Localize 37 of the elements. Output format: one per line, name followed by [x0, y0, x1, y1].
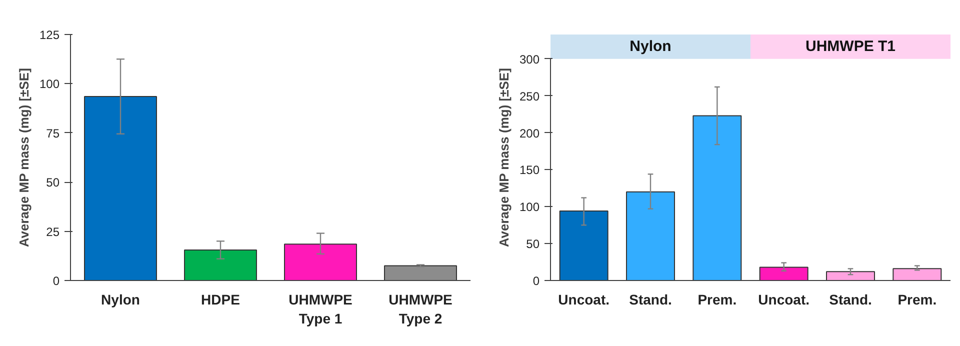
- x-tick-label: Nylon: [101, 292, 140, 308]
- x-tick-label: Stand.: [629, 292, 672, 308]
- y-tick-label: 200: [519, 126, 540, 140]
- y-tick-label: 25: [46, 224, 60, 239]
- x-tick-label: Uncoat.: [758, 292, 810, 308]
- x-tick-label: Stand.: [829, 292, 872, 308]
- text: UHMWPE T1: [806, 38, 896, 56]
- bar: [384, 265, 457, 280]
- y-tick-label: 300: [519, 52, 540, 66]
- bar: [84, 96, 157, 280]
- y-axis-title: Average MP mass (mg) [±SE]: [496, 68, 512, 248]
- y-tick-label: 75: [46, 126, 60, 140]
- y-tick-label: 125: [39, 28, 60, 42]
- bar: [759, 266, 808, 280]
- x-tick-label: Prem.: [898, 292, 937, 308]
- x-tick-label: UHMWPE Type 2: [388, 292, 452, 327]
- bar: [892, 268, 942, 280]
- y-axis-title: Average MP mass (mg) [±SE]: [16, 68, 32, 248]
- bar: [692, 115, 742, 280]
- y-tick-label: 250: [519, 89, 540, 104]
- bar: [559, 210, 608, 280]
- y-tick-label: 0: [52, 274, 60, 288]
- y-tick-label: 50: [46, 176, 60, 190]
- y-tick-label: 0: [532, 274, 540, 288]
- x-tick-label: Uncoat.: [558, 292, 610, 308]
- y-tick-label: 100: [519, 200, 540, 214]
- bar: [284, 244, 357, 280]
- x-tick-label: UHMWPE Type 1: [288, 292, 352, 327]
- x-tick-label: HDPE: [201, 292, 240, 308]
- bar: [184, 249, 257, 280]
- y-tick-label: 150: [519, 163, 540, 178]
- text: Nylon: [630, 38, 672, 56]
- x-tick-label: Prem.: [698, 292, 737, 308]
- y-tick-label: 50: [526, 237, 540, 252]
- bar: [826, 271, 875, 280]
- y-tick-label: 100: [39, 77, 60, 92]
- bar: [626, 191, 675, 280]
